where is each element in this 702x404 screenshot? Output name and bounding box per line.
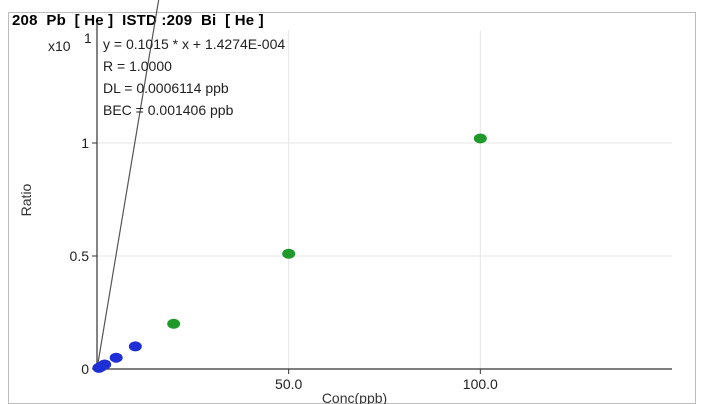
data-points [92, 133, 487, 373]
annotation-line-3: BEC = 0.001406 ppb [103, 102, 234, 118]
data-point-series-0-4 [128, 341, 142, 352]
grid [97, 30, 672, 369]
chart-title: 208 Pb [ He ] ISTD :209 Bi [ He ] [12, 12, 264, 29]
data-point-series-0-3 [109, 352, 123, 363]
chart-frame [8, 12, 696, 404]
axes [92, 22, 672, 374]
x-tick-label: 100.0 [463, 376, 498, 392]
annotation-line-0: y = 0.1015 * x + 1.4274E-004 [103, 36, 285, 52]
y-tick-label: 0 [81, 361, 89, 377]
data-point-series-1-0 [167, 318, 181, 329]
calibration-fit-line [96, 0, 160, 370]
y-axis-title: Ratio [18, 183, 34, 216]
y-scale-exponent: 1 [84, 30, 92, 46]
y-scale-multiplier: x10 [48, 38, 71, 54]
data-point-series-1-1 [282, 248, 296, 259]
data-point-series-1-2 [473, 133, 487, 144]
annotation-line-1: R = 1.0000 [103, 58, 172, 74]
y-tick-label: 0.5 [70, 248, 90, 264]
data-point-series-0-2 [98, 359, 112, 370]
labels: 0 0.5 1 50.0 100.0 x10 1 Conc(ppb) Ratio y = 0.10… [18, 30, 498, 404]
annotation-line-2: DL = 0.0006114 ppb [103, 80, 229, 96]
x-tick-label: 50.0 [275, 376, 302, 392]
x-axis-title: Conc(ppb) [322, 390, 387, 404]
fit-line-layer [96, 0, 160, 370]
y-tick-label: 1 [81, 135, 89, 151]
